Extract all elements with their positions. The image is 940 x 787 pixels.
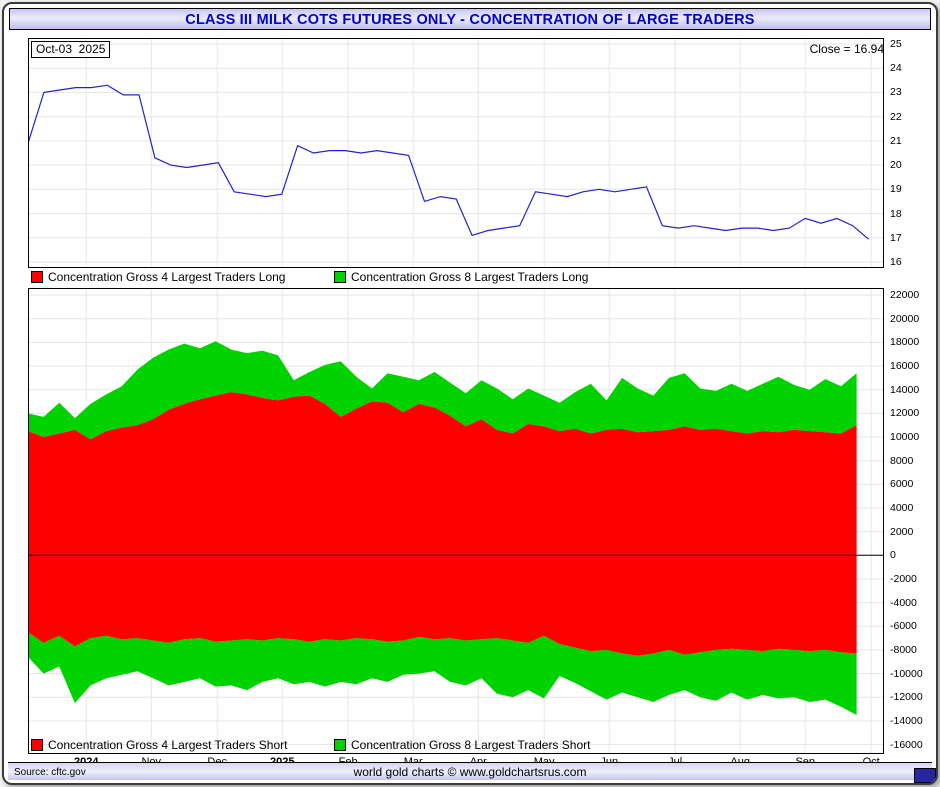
price-axis-tick: 23 <box>890 86 902 99</box>
price-axis-tick: 18 <box>890 207 902 220</box>
concentration-axis-tick: 0 <box>890 549 896 562</box>
page-title: CLASS III MILK COTS FUTURES ONLY - CONCE… <box>185 12 755 28</box>
price-axis-tick: 24 <box>890 62 902 75</box>
price-chart <box>28 38 884 268</box>
concentration-axis-tick: 4000 <box>890 501 914 514</box>
concentration-axis-tick: -2000 <box>890 572 917 585</box>
price-axis-tick: 22 <box>890 110 902 123</box>
concentration-axis-tick: 12000 <box>890 407 920 420</box>
legend-long-4-label: Concentration Gross 4 Largest Traders Lo… <box>48 270 286 284</box>
legend-long-8-label: Concentration Gross 8 Largest Traders Lo… <box>351 270 589 284</box>
price-axis-tick: 19 <box>890 183 902 196</box>
plot-area: 25 24 23 22 21 20 19 18 17 16 Oct-03 2025 Close =… <box>8 32 936 768</box>
concentration-axis-tick: 8000 <box>890 454 914 467</box>
legend-short-4: Concentration Gross 4 Largest Traders Sh… <box>31 738 287 752</box>
price-axis-tick: 17 <box>890 231 902 244</box>
close-label: Close = 16.94 <box>809 42 884 56</box>
legend-short-8: Concentration Gross 8 Largest Traders Sh… <box>334 738 590 752</box>
price-axis-tick: 16 <box>890 256 902 268</box>
legend-long-4: Concentration Gross 4 Largest Traders Lo… <box>31 270 285 284</box>
price-axis-tick: 20 <box>890 159 902 172</box>
price-y-axis: 25 24 23 22 21 20 19 18 17 16 <box>887 38 933 268</box>
concentration-axis-tick: -10000 <box>890 667 923 680</box>
legend-long-8: Concentration Gross 8 Largest Traders Lo… <box>334 270 588 284</box>
source-label: Source: cftc.gov <box>14 767 86 778</box>
concentration-axis-tick: -16000 <box>890 738 923 751</box>
concentration-y-axis: 22000 20000 18000 16000 14000 12000 10000 8000 6… <box>887 288 933 754</box>
concentration-axis-tick: -8000 <box>890 643 917 656</box>
date-label: Oct-03 2025 <box>31 41 111 58</box>
price-axis-tick: 25 <box>890 38 902 50</box>
corner-badge <box>914 768 936 783</box>
red-swatch <box>31 271 43 283</box>
concentration-axis-tick: -4000 <box>890 596 917 609</box>
footer-bar: Source: cftc.gov world gold charts © www… <box>8 762 932 780</box>
green-swatch <box>334 271 346 283</box>
concentration-axis-tick: 2000 <box>890 525 914 538</box>
concentration-axis-tick: 20000 <box>890 312 920 325</box>
concentration-axis-tick: -6000 <box>890 620 917 633</box>
concentration-axis-tick: 16000 <box>890 360 920 373</box>
concentration-axis-tick: 22000 <box>890 289 920 302</box>
price-axis-tick: 21 <box>890 134 902 147</box>
concentration-axis-tick: -14000 <box>890 714 923 727</box>
concentration-axis-tick: 18000 <box>890 336 920 349</box>
concentration-axis-tick: 14000 <box>890 383 920 396</box>
concentration-axis-tick: -12000 <box>890 691 923 704</box>
legend-short-8-label: Concentration Gross 8 Largest Traders Sh… <box>351 738 591 752</box>
concentration-axis-tick: 6000 <box>890 478 914 491</box>
title-bar: CLASS III MILK COTS FUTURES ONLY - CONCE… <box>9 8 931 30</box>
red-swatch <box>31 739 43 751</box>
credit-label: world gold charts © www.goldchartsrus.co… <box>353 765 587 779</box>
legend-short-4-label: Concentration Gross 4 Largest Traders Sh… <box>48 738 288 752</box>
concentration-chart <box>28 288 884 754</box>
concentration-axis-tick: 10000 <box>890 431 920 444</box>
green-swatch <box>334 739 346 751</box>
